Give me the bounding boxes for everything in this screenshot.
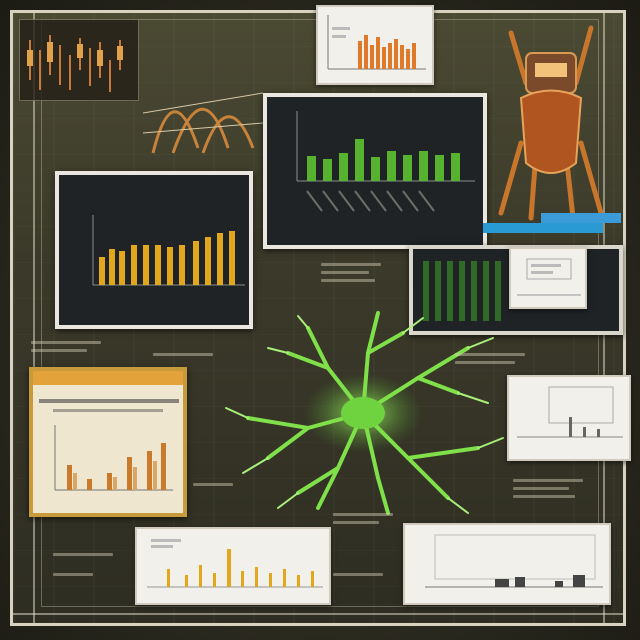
- annotation-scribble: [321, 271, 369, 274]
- frame-rail-left: [33, 13, 35, 623]
- left-dark-panel: [55, 171, 253, 329]
- annotation-scribble: [321, 263, 381, 266]
- annotation-scribble: [333, 521, 379, 524]
- bottom-center-card: [135, 527, 331, 605]
- frame-rail-bottom: [13, 613, 623, 615]
- annotation-scribble: [513, 479, 583, 482]
- candlestick-chart: [20, 20, 138, 100]
- annotation-scribble: [513, 495, 575, 498]
- bottom-center-bar-chart: [137, 529, 329, 603]
- annotation-scribble: [193, 483, 233, 486]
- annotation-scribble: [31, 349, 87, 352]
- top-center-bar-card: [316, 5, 434, 85]
- annotation-scribble: [31, 341, 101, 344]
- right-mid-chart: [509, 377, 629, 457]
- annotation-scribble: [53, 573, 93, 576]
- gold-panel-bar-chart: [33, 385, 183, 513]
- annotation-scribble: [153, 353, 213, 356]
- bottom-right-card: [403, 523, 611, 605]
- arc-sketch-drawing: [143, 53, 263, 163]
- bottom-right-chart: [405, 525, 609, 603]
- annotation-scribble: [333, 513, 393, 516]
- neuron-tree: [218, 308, 508, 518]
- neuron-tree-icon: [218, 308, 508, 518]
- collage-frame: [10, 10, 626, 626]
- annotation-scribble: [455, 361, 515, 364]
- orange-arc-sketch: [143, 53, 263, 163]
- top-left-candle-panel: [19, 19, 139, 101]
- top-center-bar-chart: [318, 7, 430, 77]
- left-gold-panel: [29, 367, 187, 517]
- right-white-card: [509, 247, 587, 309]
- left-dark-title: [59, 175, 249, 185]
- right-white-card-chart: [511, 249, 585, 307]
- annotation-scribble: [333, 573, 383, 576]
- annotation-scribble: [455, 353, 525, 356]
- annotation-scribble: [513, 487, 569, 490]
- annotation-scribble: [321, 279, 375, 282]
- right-mid-card: [507, 375, 631, 461]
- center-dark-panel: [263, 93, 487, 249]
- robot-figure-icon: [481, 23, 621, 223]
- gold-bar-chart: [59, 185, 249, 305]
- green-bar-chart: [267, 101, 483, 231]
- robot-figure: [481, 23, 621, 223]
- blue-strip: [483, 223, 603, 233]
- annotation-scribble: [53, 553, 113, 556]
- left-gold-title: [33, 371, 183, 385]
